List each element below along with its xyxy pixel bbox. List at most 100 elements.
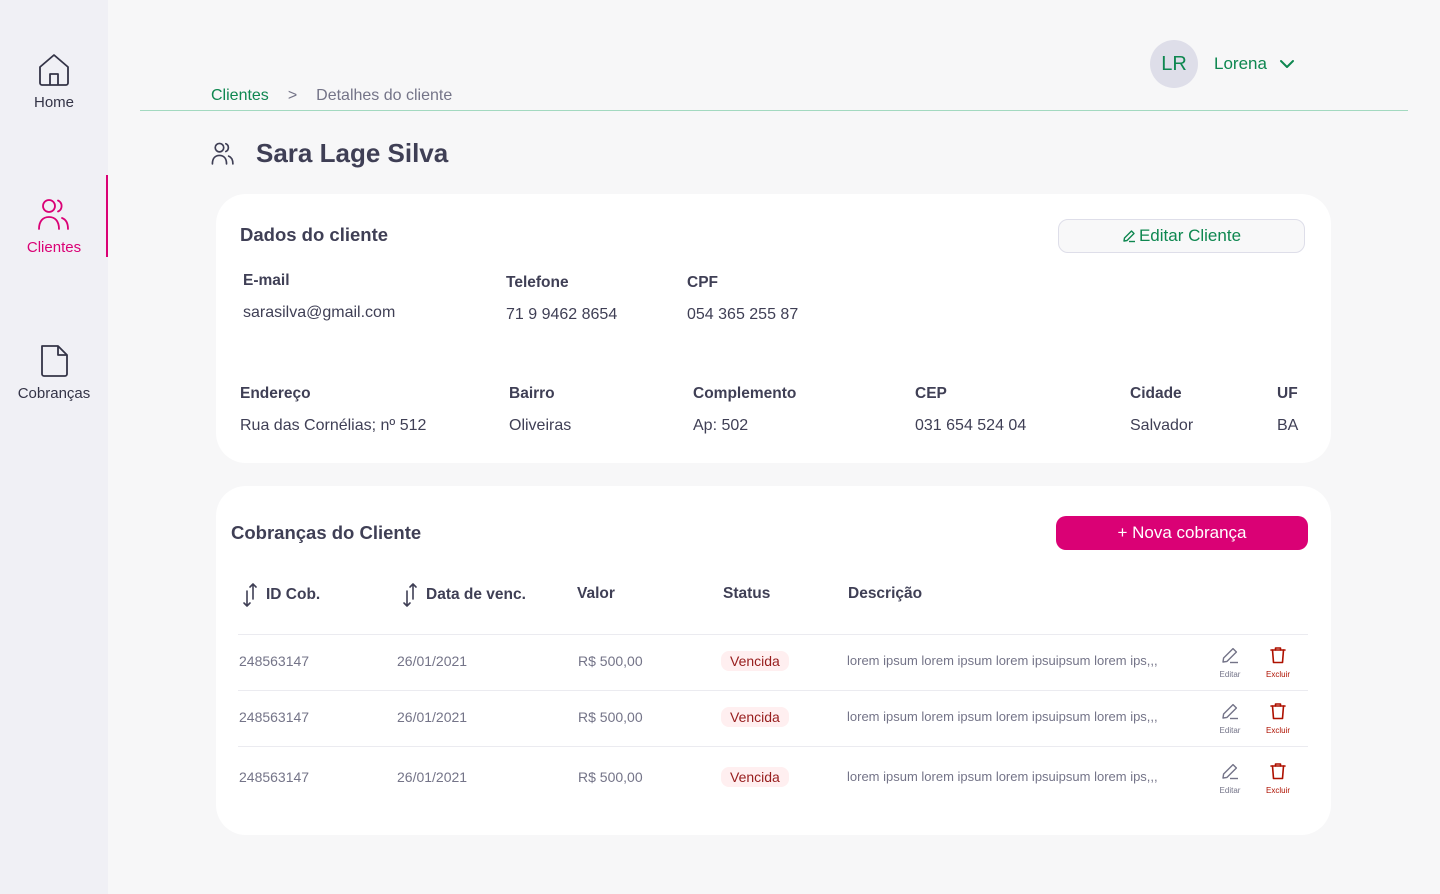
edit-charge-button[interactable]: Editar bbox=[1215, 646, 1245, 679]
column-header-label: ID Cob. bbox=[266, 586, 321, 603]
pencil-icon bbox=[1123, 230, 1135, 243]
card-title: Cobranças do Cliente bbox=[231, 522, 422, 543]
breadcrumb: Clientes > Detalhes do cliente bbox=[211, 87, 452, 105]
delete-label: Excluir bbox=[1265, 786, 1290, 795]
trash-icon bbox=[1270, 763, 1286, 780]
field-label: Endereço bbox=[240, 385, 311, 402]
delete-label: Excluir bbox=[1265, 726, 1290, 735]
field-label: Bairro bbox=[509, 385, 555, 402]
column-header-status: Status bbox=[723, 585, 770, 603]
trash-icon bbox=[1270, 647, 1286, 664]
cell-id: 248563147 bbox=[239, 769, 310, 785]
delete-charge-button[interactable]: Excluir bbox=[1263, 646, 1293, 679]
breadcrumb-link-clientes[interactable]: Clientes bbox=[211, 87, 269, 104]
user-menu[interactable]: LR Lorena bbox=[1150, 40, 1295, 88]
sidebar-item-cobrancas[interactable]: Cobranças bbox=[0, 343, 108, 402]
sidebar-item-label: Cobranças bbox=[17, 385, 91, 402]
column-header-id[interactable]: ID Cob. bbox=[242, 582, 320, 608]
cell-value: R$ 500,00 bbox=[578, 769, 643, 785]
status-badge: Vencida bbox=[721, 651, 789, 671]
column-header-label: Descrição bbox=[848, 585, 923, 602]
field-value: 054 365 255 87 bbox=[687, 306, 799, 323]
page-title: Sara Lage Silva bbox=[256, 138, 449, 168]
active-indicator bbox=[106, 175, 108, 257]
column-header-description: Descrição bbox=[848, 585, 922, 603]
page-header: Sara Lage Silva bbox=[211, 138, 448, 169]
document-icon bbox=[41, 345, 68, 377]
column-header-label: Data de venc. bbox=[426, 586, 526, 603]
pencil-icon bbox=[1222, 647, 1238, 664]
cell-id: 248563147 bbox=[239, 709, 310, 725]
edit-client-label: Editar Cliente bbox=[1138, 226, 1242, 245]
field-value: Ap: 502 bbox=[693, 417, 749, 434]
new-charge-button[interactable]: + Nova cobrança bbox=[1056, 516, 1308, 550]
cell-date: 26/01/2021 bbox=[397, 653, 468, 669]
home-icon bbox=[39, 54, 69, 86]
trash-icon bbox=[1270, 703, 1286, 720]
user-name: Lorena bbox=[1214, 54, 1267, 73]
status-badge: Vencida bbox=[721, 707, 789, 727]
status-badge: Vencida bbox=[721, 767, 789, 787]
table-row: 248563147 26/01/2021 R$ 500,00 Vencida l… bbox=[216, 690, 1331, 746]
table-row: 248563147 26/01/2021 R$ 500,00 Vencida l… bbox=[216, 634, 1331, 690]
field-cep: CEP 031 654 524 04 bbox=[915, 385, 1026, 434]
field-complemento: Complemento Ap: 502 bbox=[693, 385, 797, 434]
field-value: 71 9 9462 8654 bbox=[506, 306, 618, 323]
cell-description: lorem ipsum lorem ipsum lorem ipsuipsum … bbox=[847, 769, 1158, 784]
breadcrumb-separator: > bbox=[287, 87, 298, 104]
row-divider bbox=[238, 690, 1308, 691]
field-value: Oliveiras bbox=[509, 417, 572, 434]
field-cidade: Cidade Salvador bbox=[1130, 385, 1193, 434]
pencil-icon bbox=[1222, 763, 1238, 780]
pencil-icon bbox=[1222, 703, 1238, 720]
sidebar-item-label: Home bbox=[33, 94, 74, 111]
edit-charge-button[interactable]: Editar bbox=[1215, 762, 1245, 795]
field-label: Complemento bbox=[693, 385, 797, 402]
sidebar: Home Clientes Cobranças bbox=[0, 0, 108, 894]
field-label: UF bbox=[1277, 385, 1298, 402]
field-cpf: CPF 054 365 255 87 bbox=[687, 274, 798, 323]
chevron-down-icon[interactable] bbox=[1279, 59, 1295, 69]
field-uf: UF BA bbox=[1277, 385, 1298, 434]
users-icon bbox=[38, 199, 69, 230]
field-label: Cidade bbox=[1130, 385, 1182, 402]
sidebar-item-home[interactable]: Home bbox=[0, 52, 108, 111]
cell-value: R$ 500,00 bbox=[578, 653, 643, 669]
sort-icon[interactable] bbox=[242, 582, 258, 608]
users-icon bbox=[211, 142, 234, 165]
field-bairro: Bairro Oliveiras bbox=[509, 385, 571, 434]
field-endereco: Endereço Rua das Cornélias; nº 512 bbox=[240, 385, 426, 434]
sort-icon[interactable] bbox=[402, 582, 418, 608]
edit-label: Editar bbox=[1219, 786, 1241, 795]
edit-charge-button[interactable]: Editar bbox=[1215, 702, 1245, 735]
column-header-value: Valor bbox=[577, 585, 615, 603]
sidebar-item-label: Clientes bbox=[26, 239, 82, 256]
field-label: CPF bbox=[687, 274, 718, 291]
edit-label: Editar bbox=[1219, 726, 1241, 735]
column-header-label: Status bbox=[723, 585, 771, 602]
field-value: BA bbox=[1277, 417, 1299, 434]
client-data-card: Dados do cliente Editar Cliente E-mail s… bbox=[216, 194, 1331, 463]
edit-client-button[interactable]: Editar Cliente bbox=[1058, 219, 1305, 253]
cell-date: 26/01/2021 bbox=[397, 769, 468, 785]
delete-label: Excluir bbox=[1265, 670, 1290, 679]
edit-label: Editar bbox=[1219, 670, 1241, 679]
card-title: Dados do cliente bbox=[240, 224, 389, 245]
cell-description: lorem ipsum lorem ipsum lorem ipsuipsum … bbox=[847, 709, 1158, 724]
avatar: LR bbox=[1150, 40, 1198, 88]
column-header-label: Valor bbox=[577, 585, 615, 602]
charges-card: Cobranças do Cliente + Nova cobrança ID … bbox=[216, 486, 1331, 835]
column-header-date[interactable]: Data de venc. bbox=[402, 582, 526, 608]
row-divider bbox=[238, 746, 1308, 747]
cell-description: lorem ipsum lorem ipsum lorem ipsuipsum … bbox=[847, 653, 1158, 668]
table-row: 248563147 26/01/2021 R$ 500,00 Vencida l… bbox=[216, 750, 1331, 806]
field-label: Telefone bbox=[506, 274, 569, 291]
field-value: Rua das Cornélias; nº 512 bbox=[240, 417, 427, 434]
field-label: CEP bbox=[915, 385, 947, 402]
delete-charge-button[interactable]: Excluir bbox=[1263, 762, 1293, 795]
delete-charge-button[interactable]: Excluir bbox=[1263, 702, 1293, 735]
field-value: sarasilva@gmail.com bbox=[243, 304, 396, 321]
sidebar-item-clientes[interactable]: Clientes bbox=[0, 197, 108, 256]
cell-value: R$ 500,00 bbox=[578, 709, 643, 725]
field-label: E-mail bbox=[243, 272, 290, 289]
